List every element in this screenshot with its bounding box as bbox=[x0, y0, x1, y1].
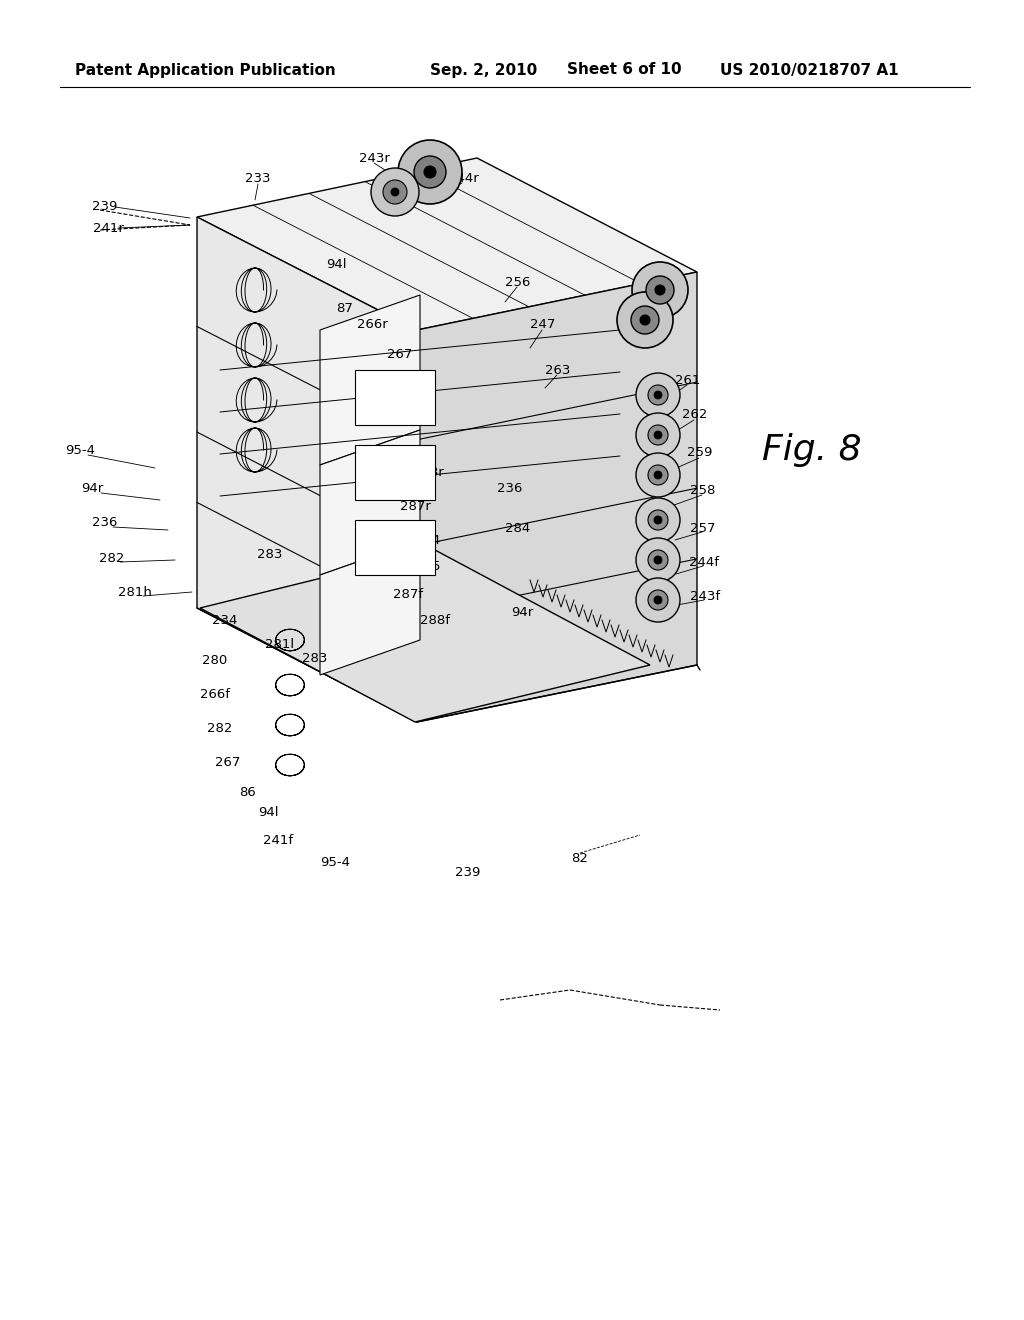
Text: 282: 282 bbox=[207, 722, 232, 734]
Text: 261: 261 bbox=[675, 374, 700, 387]
Circle shape bbox=[636, 498, 680, 543]
Circle shape bbox=[654, 471, 662, 479]
Bar bbox=[355, 445, 435, 500]
Text: 244r: 244r bbox=[447, 172, 478, 185]
Circle shape bbox=[654, 432, 662, 440]
Text: 288r: 288r bbox=[413, 466, 443, 479]
Polygon shape bbox=[319, 540, 420, 675]
Circle shape bbox=[636, 374, 680, 417]
Text: 236: 236 bbox=[92, 516, 118, 528]
Text: 235: 235 bbox=[416, 560, 440, 573]
Circle shape bbox=[640, 315, 650, 325]
Text: 281l: 281l bbox=[265, 639, 295, 652]
Circle shape bbox=[636, 539, 680, 582]
Text: 266f: 266f bbox=[200, 689, 230, 701]
Polygon shape bbox=[197, 158, 697, 330]
Circle shape bbox=[636, 453, 680, 498]
Circle shape bbox=[654, 556, 662, 564]
Bar bbox=[355, 370, 435, 425]
Text: 82: 82 bbox=[571, 851, 589, 865]
Text: Fig. 8: Fig. 8 bbox=[762, 433, 862, 467]
Circle shape bbox=[424, 166, 436, 178]
Text: 287r: 287r bbox=[399, 499, 430, 512]
Bar bbox=[355, 520, 435, 576]
Circle shape bbox=[414, 156, 446, 187]
Text: 239: 239 bbox=[456, 866, 480, 879]
Circle shape bbox=[391, 187, 399, 195]
Text: 95-4: 95-4 bbox=[65, 444, 95, 457]
Text: 267: 267 bbox=[387, 348, 413, 362]
Text: 284: 284 bbox=[416, 533, 440, 546]
Text: 241r: 241r bbox=[92, 222, 124, 235]
Text: 257: 257 bbox=[690, 521, 716, 535]
Text: 280: 280 bbox=[203, 653, 227, 667]
Text: 263: 263 bbox=[546, 363, 570, 376]
Text: US 2010/0218707 A1: US 2010/0218707 A1 bbox=[720, 62, 899, 78]
Text: Patent Application Publication: Patent Application Publication bbox=[75, 62, 336, 78]
Polygon shape bbox=[319, 430, 420, 576]
Text: 267: 267 bbox=[215, 755, 241, 768]
Circle shape bbox=[383, 180, 407, 205]
Text: 283: 283 bbox=[302, 652, 328, 664]
Text: 284: 284 bbox=[506, 521, 530, 535]
Text: 278: 278 bbox=[408, 374, 433, 387]
Circle shape bbox=[398, 140, 462, 205]
Text: 247: 247 bbox=[530, 318, 556, 331]
Circle shape bbox=[648, 385, 668, 405]
Circle shape bbox=[654, 391, 662, 399]
Circle shape bbox=[648, 510, 668, 531]
Circle shape bbox=[632, 261, 688, 318]
Text: 236: 236 bbox=[498, 482, 522, 495]
Text: 95-4: 95-4 bbox=[319, 855, 350, 869]
Polygon shape bbox=[197, 216, 417, 722]
Polygon shape bbox=[200, 550, 650, 722]
Circle shape bbox=[654, 597, 662, 605]
Text: 94l: 94l bbox=[326, 259, 346, 272]
Text: 258: 258 bbox=[690, 483, 716, 496]
Text: Sheet 6 of 10: Sheet 6 of 10 bbox=[567, 62, 682, 78]
Text: 94r: 94r bbox=[81, 482, 103, 495]
Text: 288f: 288f bbox=[420, 614, 450, 627]
Circle shape bbox=[631, 306, 659, 334]
Circle shape bbox=[371, 168, 419, 216]
Text: 239: 239 bbox=[92, 201, 118, 214]
Text: 87: 87 bbox=[337, 301, 353, 314]
Text: 282: 282 bbox=[99, 552, 125, 565]
Text: 86: 86 bbox=[240, 787, 256, 800]
Circle shape bbox=[654, 516, 662, 524]
Text: 233: 233 bbox=[246, 172, 270, 185]
Text: 234: 234 bbox=[212, 614, 238, 627]
Text: 262: 262 bbox=[682, 408, 708, 421]
Text: 256: 256 bbox=[505, 276, 530, 289]
Text: 287f: 287f bbox=[393, 589, 423, 602]
Circle shape bbox=[646, 276, 674, 304]
Text: 243r: 243r bbox=[358, 152, 389, 165]
Circle shape bbox=[636, 413, 680, 457]
Polygon shape bbox=[319, 294, 420, 465]
Text: 266r: 266r bbox=[356, 318, 387, 331]
Text: 241f: 241f bbox=[263, 833, 293, 846]
Polygon shape bbox=[417, 272, 697, 722]
Circle shape bbox=[655, 285, 665, 294]
Text: 94r: 94r bbox=[511, 606, 534, 619]
Circle shape bbox=[648, 425, 668, 445]
Text: 243f: 243f bbox=[690, 590, 720, 602]
Circle shape bbox=[617, 292, 673, 348]
Circle shape bbox=[648, 465, 668, 484]
Text: 283: 283 bbox=[257, 549, 283, 561]
Circle shape bbox=[648, 550, 668, 570]
Text: 94l: 94l bbox=[258, 805, 279, 818]
Circle shape bbox=[636, 578, 680, 622]
Text: 244f: 244f bbox=[689, 556, 719, 569]
Text: 281h: 281h bbox=[118, 586, 152, 598]
Text: 259: 259 bbox=[687, 446, 713, 459]
Text: Sep. 2, 2010: Sep. 2, 2010 bbox=[430, 62, 538, 78]
Circle shape bbox=[648, 590, 668, 610]
